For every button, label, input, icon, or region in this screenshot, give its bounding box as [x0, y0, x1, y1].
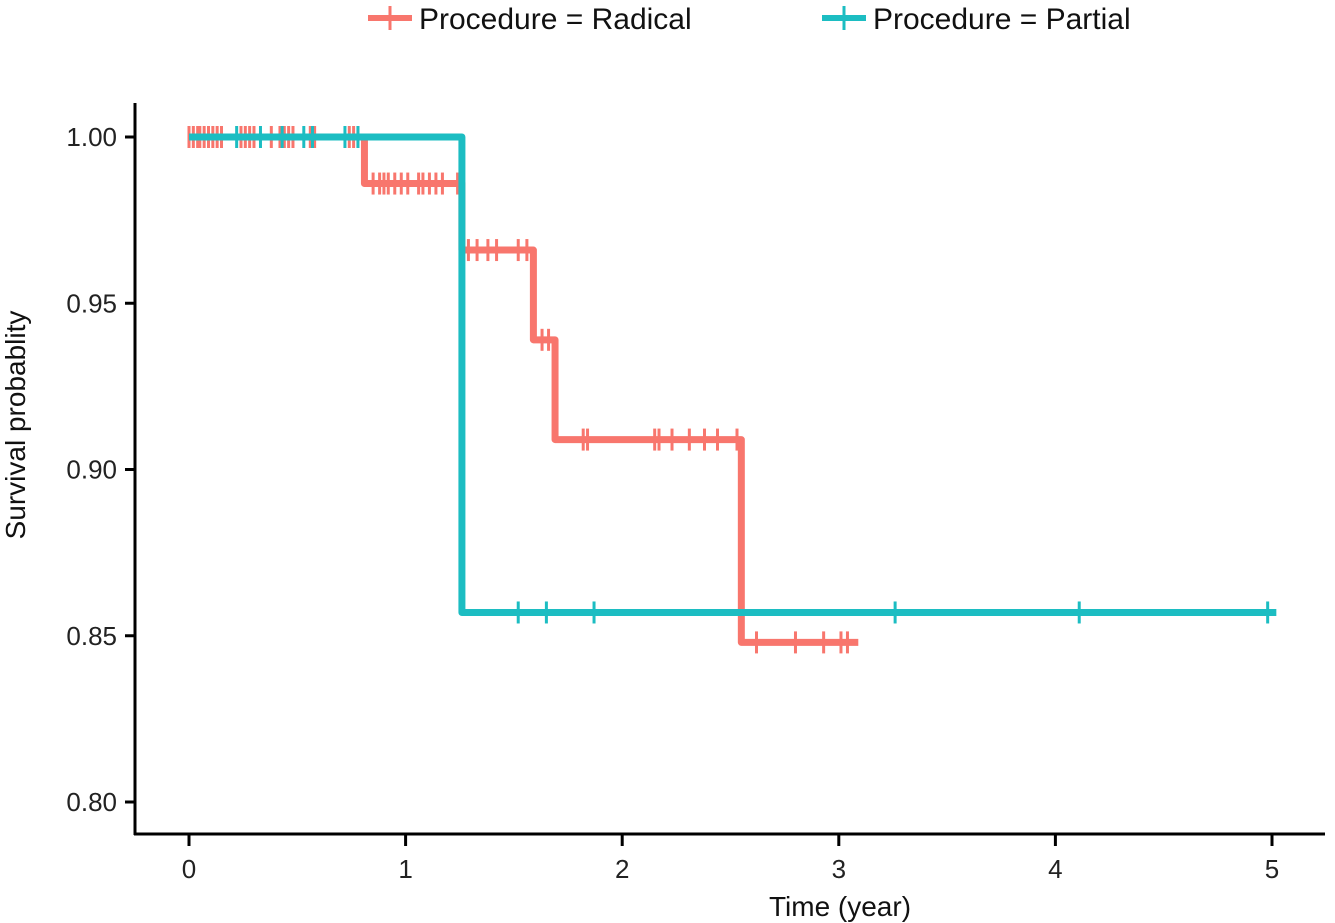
series-partial	[189, 126, 1277, 624]
x-tick-label: 5	[1265, 854, 1279, 884]
y-tick-label: 0.80	[66, 787, 117, 817]
series-radical	[187, 126, 859, 654]
y-tick-label: 1.00	[66, 122, 117, 152]
y-axis-title: Survival probablity	[0, 311, 31, 540]
x-axis-ticks: 0 1 2 3 4 5	[182, 835, 1279, 884]
x-axis-title: Time (year)	[769, 891, 911, 922]
y-tick-label: 0.85	[66, 621, 117, 651]
survival-step-line	[189, 133, 859, 646]
x-tick-label: 3	[832, 854, 846, 884]
x-tick-label: 0	[182, 854, 196, 884]
legend: Procedure = Radical Procedure = Partial	[368, 3, 1131, 36]
legend-item-partial: Procedure = Partial	[822, 3, 1131, 36]
plot-area	[187, 126, 1277, 654]
legend-label-partial: Procedure = Partial	[873, 3, 1131, 36]
x-tick-label: 1	[398, 854, 412, 884]
y-tick-label: 0.95	[66, 288, 117, 318]
y-tick-label: 0.90	[66, 455, 117, 485]
legend-item-radical: Procedure = Radical	[368, 3, 692, 36]
x-tick-label: 4	[1048, 854, 1062, 884]
y-axis-ticks: 0.80 0.85 0.90 0.95 1.00	[66, 122, 135, 817]
legend-label-radical: Procedure = Radical	[419, 3, 692, 36]
x-tick-label: 2	[615, 854, 629, 884]
survival-step-line	[189, 133, 1277, 616]
